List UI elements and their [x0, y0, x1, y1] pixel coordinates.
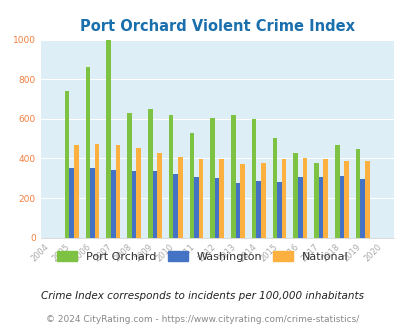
- Bar: [256, 181, 260, 238]
- Bar: [210, 118, 214, 238]
- Bar: [272, 138, 277, 238]
- Bar: [230, 115, 235, 238]
- Bar: [360, 179, 364, 238]
- Text: Crime Index corresponds to incidents per 100,000 inhabitants: Crime Index corresponds to incidents per…: [41, 291, 364, 301]
- Bar: [173, 174, 177, 238]
- Bar: [157, 153, 161, 238]
- Bar: [214, 178, 219, 238]
- Bar: [189, 133, 194, 238]
- Bar: [235, 183, 240, 238]
- Bar: [281, 159, 286, 238]
- Bar: [251, 119, 256, 238]
- Bar: [127, 113, 132, 238]
- Bar: [106, 40, 111, 238]
- Bar: [339, 176, 343, 238]
- Bar: [194, 177, 198, 238]
- Bar: [260, 163, 265, 238]
- Bar: [293, 153, 297, 238]
- Bar: [132, 171, 136, 238]
- Bar: [219, 159, 224, 238]
- Bar: [95, 144, 99, 238]
- Bar: [343, 161, 348, 238]
- Bar: [85, 67, 90, 238]
- Bar: [90, 168, 95, 238]
- Text: © 2024 CityRating.com - https://www.cityrating.com/crime-statistics/: © 2024 CityRating.com - https://www.city…: [46, 315, 359, 324]
- Bar: [302, 158, 307, 238]
- Bar: [313, 163, 318, 238]
- Bar: [323, 159, 327, 238]
- Bar: [364, 161, 369, 238]
- Title: Port Orchard Violent Crime Index: Port Orchard Violent Crime Index: [79, 19, 354, 34]
- Bar: [111, 170, 115, 238]
- Bar: [168, 115, 173, 238]
- Bar: [115, 145, 120, 238]
- Bar: [297, 177, 302, 238]
- Bar: [240, 164, 244, 238]
- Bar: [136, 148, 141, 238]
- Bar: [65, 91, 69, 238]
- Legend: Port Orchard, Washington, National: Port Orchard, Washington, National: [53, 247, 352, 267]
- Bar: [148, 109, 152, 238]
- Bar: [277, 182, 281, 238]
- Bar: [69, 168, 74, 238]
- Bar: [152, 171, 157, 238]
- Bar: [318, 177, 323, 238]
- Bar: [198, 159, 203, 238]
- Bar: [334, 145, 339, 238]
- Bar: [355, 148, 360, 238]
- Bar: [177, 157, 182, 238]
- Bar: [74, 145, 79, 238]
